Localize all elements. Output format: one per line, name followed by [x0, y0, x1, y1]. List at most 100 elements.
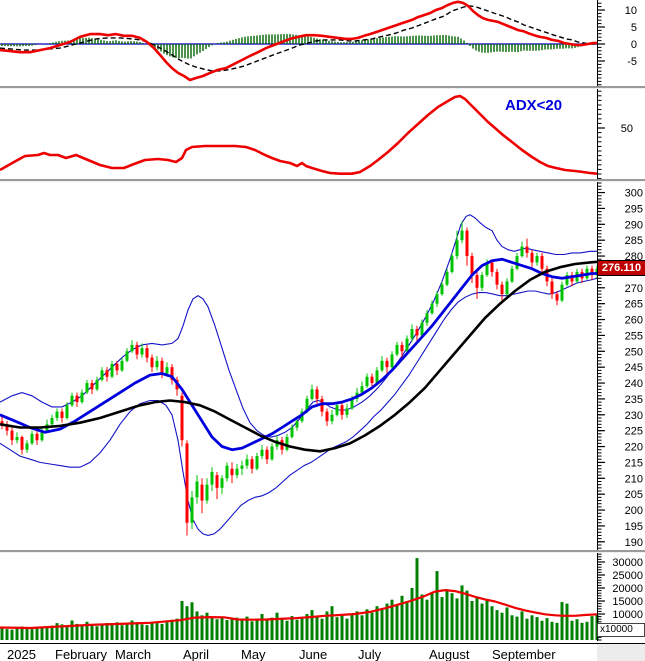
volume-bar: [280, 618, 284, 640]
candle-body: [205, 484, 209, 501]
tick-label: 0: [631, 39, 637, 51]
tick-label: 265: [625, 299, 643, 311]
candle-body: [325, 411, 329, 422]
volume-bar: [570, 620, 574, 640]
candle-body: [155, 360, 159, 368]
volume-bar: [200, 615, 204, 640]
candle-body: [450, 256, 454, 272]
volume-bar: [155, 621, 159, 640]
tick-label: 190: [625, 537, 643, 549]
candle-body: [500, 284, 504, 295]
volume-bar: [40, 627, 44, 640]
tick-label: 250: [625, 346, 643, 358]
volume-bar: [460, 585, 464, 640]
candle-body: [480, 275, 484, 288]
tick-label: 300: [625, 188, 643, 200]
candle-body: [390, 354, 394, 368]
volume-bar: [375, 606, 379, 640]
volume-bar: [15, 627, 19, 640]
candle-body: [55, 411, 59, 418]
volume-bar: [90, 624, 94, 640]
candle-body: [260, 449, 264, 457]
bollinger-lower: [0, 277, 598, 536]
candle-body: [40, 430, 44, 441]
candle-body: [195, 481, 199, 498]
volume-bar: [545, 618, 549, 640]
candle-body: [235, 468, 239, 476]
ma-fast-blue: [0, 257, 597, 452]
volume-bar: [220, 616, 224, 640]
candle-body: [35, 433, 39, 441]
candle-body: [420, 322, 424, 336]
volume-ma-line: [0, 589, 598, 630]
candle-body: [330, 414, 334, 422]
candle-body: [120, 360, 124, 371]
tick-label: 215: [625, 457, 643, 469]
volume-bars: [0, 558, 599, 640]
candle-body: [490, 262, 494, 272]
volume-bar: [65, 626, 69, 640]
volume-bar: [110, 624, 114, 640]
candle-body: [360, 386, 364, 393]
volume-bar: [80, 625, 84, 640]
value-axis: 10 5 0 -5: [597, 0, 637, 86]
tick-label: 195: [625, 521, 643, 533]
volume-bar: [510, 615, 514, 640]
volume-bar: [115, 622, 119, 640]
volume-bar: [225, 619, 229, 640]
candle-body: [50, 417, 54, 425]
candle-body: [415, 329, 419, 336]
candle-body: [455, 240, 459, 257]
candles: [0, 221, 599, 536]
candle-body: [20, 437, 24, 450]
candle-body: [185, 443, 189, 523]
volume-bar: [260, 614, 264, 640]
volume-bar: [525, 618, 529, 640]
volume-bar: [480, 603, 484, 640]
month-label: August: [429, 647, 470, 661]
candle-body: [525, 246, 529, 253]
volume-bar: [400, 595, 404, 640]
candle-body: [150, 357, 154, 368]
tick-label: 15000: [612, 596, 643, 608]
volume-bar: [445, 589, 449, 640]
tick-label: 10: [625, 5, 637, 17]
volume-bar: [20, 626, 24, 640]
time-axis: 2025 February March April May June July August S…: [0, 643, 645, 661]
volume-bar: [250, 621, 254, 640]
candle-body: [215, 475, 219, 488]
volume-bar: [140, 624, 144, 640]
candle-body: [75, 395, 79, 403]
volume-bar: [175, 618, 179, 640]
month-label: 2025: [7, 647, 36, 661]
volume-bar: [585, 621, 589, 640]
last-price-tag: 276.110: [597, 260, 645, 276]
volume-bar: [385, 603, 389, 640]
volume-bar: [555, 622, 559, 640]
candle-body: [475, 275, 479, 288]
value-axis: 190 195 200 205 210 215 220 225 230 235 240 245 250 2…: [597, 182, 643, 550]
candle-body: [125, 351, 129, 361]
ma-slow-black: [0, 260, 598, 453]
tick-label: 225: [625, 426, 643, 438]
candle-body: [315, 389, 319, 399]
volume-bar: [10, 629, 14, 640]
axis-corner-block: [597, 644, 645, 661]
volume-bar: [290, 616, 294, 640]
tick-label: 245: [625, 362, 643, 374]
tick-label: 20000: [612, 583, 643, 595]
volume-bar: [465, 590, 469, 640]
volume-bar: [50, 625, 54, 640]
candle-body: [345, 408, 349, 415]
candle-body: [405, 338, 409, 352]
volume-bar: [30, 629, 34, 640]
volume-bar: [75, 623, 79, 640]
volume-bar: [575, 619, 579, 640]
tick-label: 230: [625, 410, 643, 422]
volume-bar: [475, 597, 479, 640]
candle-body: [100, 370, 104, 380]
candle-body: [180, 395, 184, 441]
tick-label: 205: [625, 489, 643, 501]
candle-body: [520, 246, 524, 257]
